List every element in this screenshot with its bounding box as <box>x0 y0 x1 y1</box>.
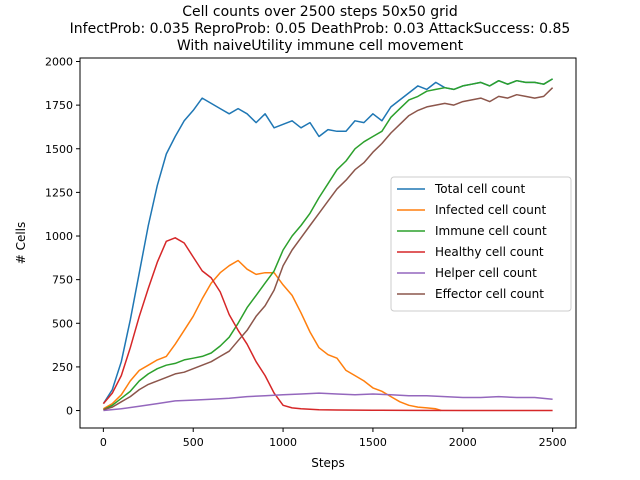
legend-entry-label: Helper cell count <box>435 266 537 280</box>
x-tick-label: 500 <box>183 436 204 449</box>
y-axis-label: # Cells <box>14 222 28 265</box>
y-tick-label: 250 <box>52 361 73 374</box>
x-tick-label: 0 <box>100 436 107 449</box>
legend-box <box>390 176 572 312</box>
legend: Total cell count Infected cell count Immun… <box>390 176 572 312</box>
y-tick-label: 1250 <box>45 186 73 199</box>
series-layer <box>102 78 554 412</box>
y-tick-label: 2000 <box>45 55 73 68</box>
y-tick-label: 1500 <box>45 143 73 156</box>
series-line-healthy-cell-count <box>102 237 553 412</box>
legend-entry-label: Healthy cell count <box>435 245 544 259</box>
x-tick-label: 1000 <box>269 436 297 449</box>
y-tick-label: 1750 <box>45 99 73 112</box>
legend-entry-label: Immune cell count <box>435 224 547 238</box>
y-tick-label: 1000 <box>45 230 73 243</box>
legend-entry-label: Effector cell count <box>435 287 544 301</box>
chart-title-line-3: With naiveUtility immune cell movement <box>177 38 464 54</box>
y-tick-label: 500 <box>52 317 73 330</box>
y-tick-label: 0 <box>66 405 73 418</box>
chart-title-line-2: InfectProb: 0.035 ReproProb: 0.05 DeathP… <box>70 21 571 37</box>
x-axis: 0 500 1000 1500 2000 2500 <box>100 428 567 449</box>
x-tick-label: 1500 <box>359 436 387 449</box>
chart-title: Cell counts over 2500 steps 50x50 grid I… <box>70 4 571 54</box>
series-line-effector-cell-count <box>103 87 554 411</box>
series-line-helper-cell-count <box>103 392 553 412</box>
series-line-immune-cell-count <box>103 78 553 411</box>
y-tick-label: 750 <box>52 274 73 287</box>
plot-frame <box>79 57 577 429</box>
legend-entry-label: Total cell count <box>434 182 525 196</box>
x-axis-label: Steps <box>311 456 345 470</box>
chart-title-line-1: Cell counts over 2500 steps 50x50 grid <box>182 4 457 20</box>
x-tick-label: 2000 <box>449 436 477 449</box>
y-axis: 0 250 500 750 1000 1250 1500 1750 2000 <box>45 55 80 418</box>
x-tick-label: 2500 <box>539 436 567 449</box>
legend-entry-label: Infected cell count <box>435 203 546 217</box>
